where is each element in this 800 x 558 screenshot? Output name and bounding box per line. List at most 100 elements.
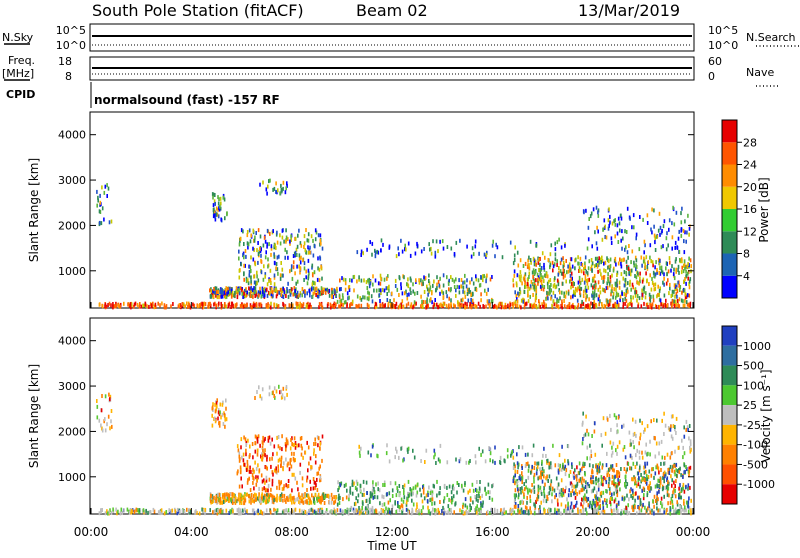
echo-cell <box>485 253 488 258</box>
echo-cell <box>463 290 466 295</box>
echo-cell <box>396 488 399 493</box>
echo-cell <box>358 444 360 449</box>
echo-cell <box>516 461 519 466</box>
echo-cell <box>400 302 403 307</box>
echo-cell <box>395 446 397 451</box>
echo-cell <box>282 467 284 472</box>
echo-cell <box>273 282 276 287</box>
echo-cell <box>547 296 549 301</box>
echo-cell <box>250 500 252 505</box>
echo-cell <box>274 243 276 248</box>
echo-cell <box>491 484 493 489</box>
echo-cell <box>229 291 231 296</box>
echo-cell <box>243 435 245 440</box>
echo-cell <box>307 238 310 243</box>
echo-cell <box>437 457 440 462</box>
echo-cell <box>264 448 266 453</box>
echo-cell <box>616 278 618 283</box>
echo-cell <box>499 510 502 515</box>
echo-cell <box>680 257 683 262</box>
echo-cell <box>477 507 479 512</box>
echo-cell <box>681 290 683 295</box>
echo-cell <box>276 267 279 272</box>
echo-cell <box>550 479 553 484</box>
echo-cell <box>554 276 556 281</box>
echo-cell <box>250 469 252 474</box>
echo-cell <box>232 293 234 298</box>
echo-cell <box>623 508 626 513</box>
echo-cell <box>645 271 647 276</box>
echo-cell <box>254 262 257 267</box>
echo-cell <box>531 305 534 310</box>
echo-cell <box>247 242 250 247</box>
echo-cell <box>523 305 526 310</box>
echo-cell <box>427 510 430 514</box>
echo-cell <box>557 299 560 303</box>
echo-cell <box>415 493 418 498</box>
echo-cell <box>643 301 645 306</box>
echo-cell <box>197 304 199 309</box>
echo-cell <box>631 505 633 510</box>
echo-cell <box>620 511 622 516</box>
echo-cell <box>337 480 339 485</box>
echo-cell <box>446 245 449 249</box>
echo-cell <box>407 479 410 484</box>
echo-cell <box>665 304 667 309</box>
echo-cell <box>268 392 271 397</box>
echo-cell <box>299 301 301 306</box>
colorbar-tick-label: 12 <box>743 225 757 238</box>
echo-cell <box>619 479 621 484</box>
echo-cell <box>672 424 675 429</box>
echo-cell <box>684 219 686 224</box>
echo-cell <box>356 250 359 255</box>
echo-cell <box>209 301 211 306</box>
x-tick-label: 20:00 <box>575 525 610 539</box>
echo-cell <box>127 302 129 307</box>
echo-cell <box>636 294 639 298</box>
echo-cell <box>255 231 257 235</box>
echo-cell <box>648 484 651 489</box>
echo-cell <box>98 302 101 307</box>
echo-cell <box>615 287 617 292</box>
echo-cell <box>240 476 242 481</box>
echo-cell <box>527 293 529 298</box>
echo-cell <box>442 246 445 251</box>
echo-cell <box>410 511 413 516</box>
echo-cell <box>256 270 258 275</box>
echo-cell <box>644 461 646 466</box>
echo-cell <box>279 273 282 278</box>
echo-cell <box>395 301 398 306</box>
echo-cell <box>217 201 220 206</box>
echo-cell <box>681 265 683 270</box>
echo-cell <box>252 228 255 233</box>
echo-cell <box>176 511 179 516</box>
echo-cell <box>649 510 652 515</box>
echo-cell <box>133 302 136 307</box>
echo-cell <box>377 487 379 492</box>
echo-cell <box>380 238 383 243</box>
echo-cell <box>242 304 245 309</box>
echo-cell <box>286 463 289 468</box>
echo-cell <box>222 494 224 499</box>
echo-cell <box>587 278 589 283</box>
echo-cell <box>252 294 254 299</box>
echo-cell <box>660 439 663 444</box>
echo-cell <box>471 277 473 282</box>
echo-cell <box>630 295 632 300</box>
echo-cell <box>429 247 431 252</box>
echo-cell <box>104 394 107 399</box>
echo-cell <box>462 504 464 509</box>
echo-cell <box>653 504 655 509</box>
echo-cell <box>652 499 654 504</box>
echo-cell <box>674 299 677 304</box>
echo-cell <box>588 297 590 302</box>
echo-cell <box>236 471 239 476</box>
echo-cell <box>539 277 541 281</box>
echo-cell <box>568 265 570 270</box>
echo-cell <box>622 298 624 303</box>
echo-cell <box>239 492 242 497</box>
echo-cell <box>371 492 374 497</box>
echo-cell <box>426 287 429 292</box>
echo-cell <box>667 501 669 506</box>
echo-cell <box>257 508 259 513</box>
